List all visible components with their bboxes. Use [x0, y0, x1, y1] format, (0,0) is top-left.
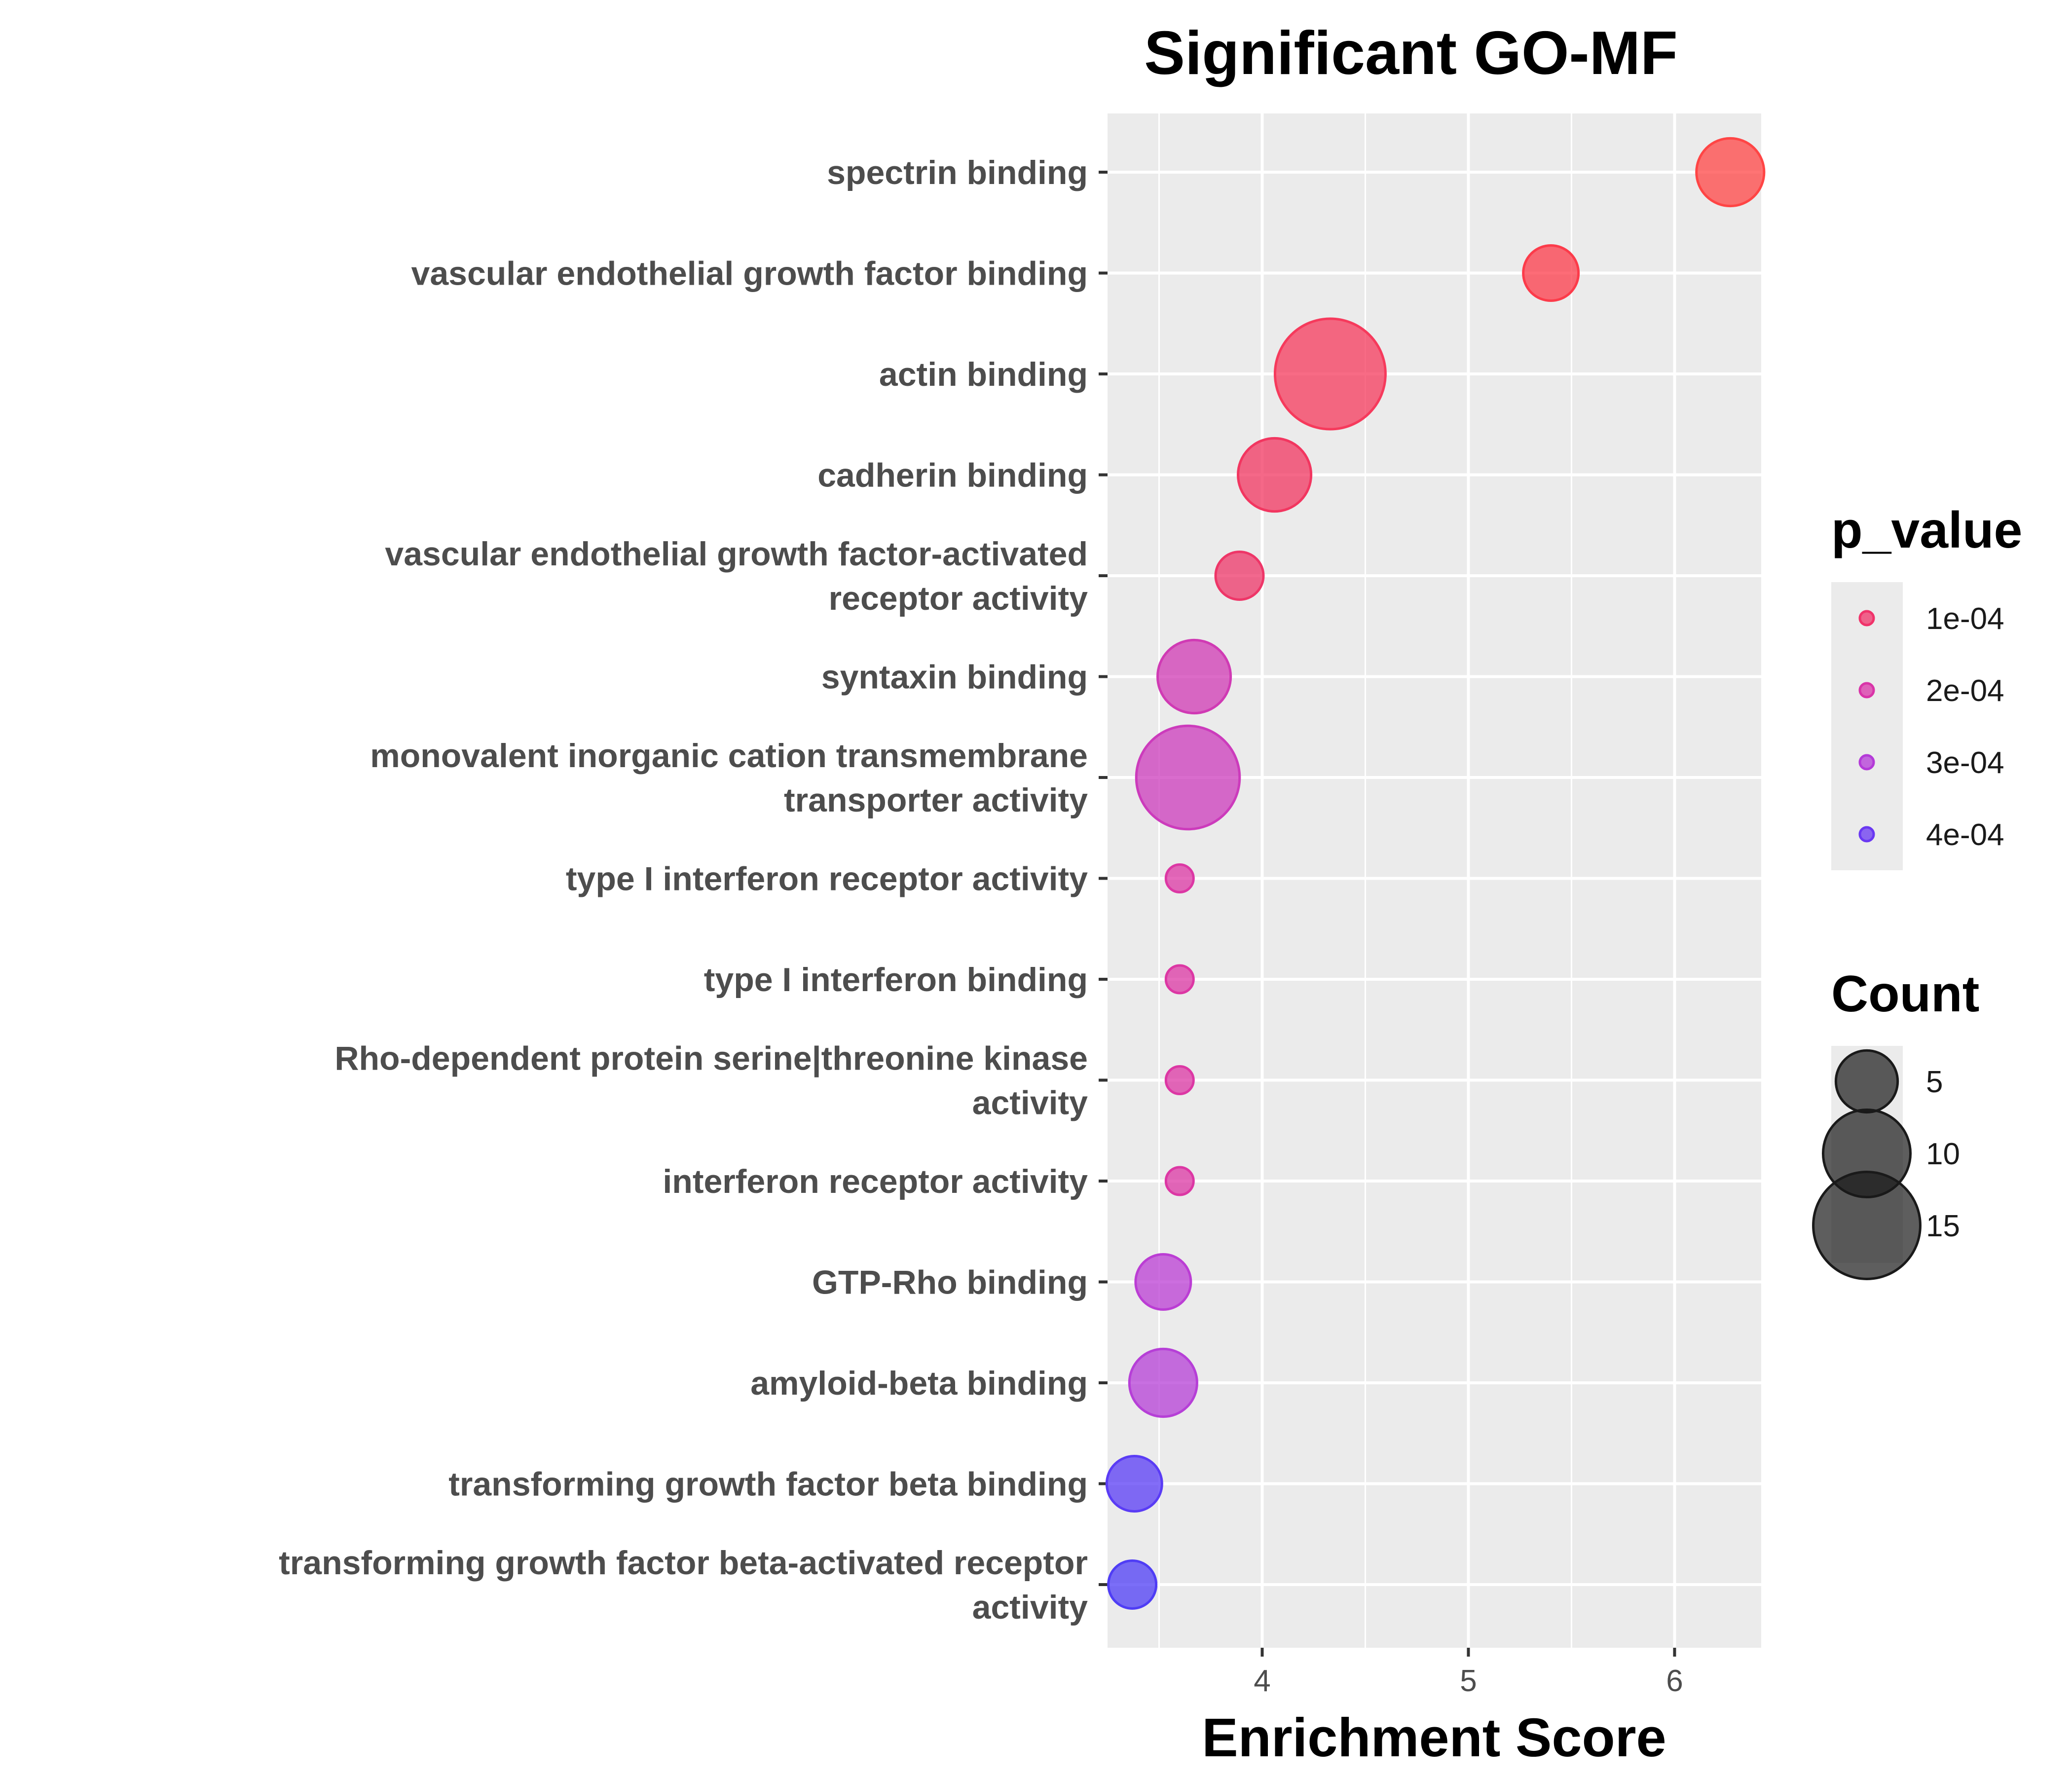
x-tick-label: 4 — [1254, 1664, 1270, 1698]
y-tick-label: type I interferon binding — [704, 961, 1088, 999]
x-tick-label: 5 — [1460, 1664, 1477, 1698]
legend-swatch — [1858, 610, 1875, 627]
legend-label: 15 — [1926, 1209, 1960, 1243]
data-point — [1105, 1455, 1163, 1513]
y-tick-label: transforming growth factor beta binding — [448, 1466, 1088, 1503]
y-tick-label: cadherin binding — [817, 457, 1088, 494]
data-point — [1164, 964, 1195, 995]
data-point — [1695, 137, 1766, 208]
data-point — [1134, 1253, 1192, 1311]
y-tick-label: activity — [972, 1589, 1088, 1626]
data-points — [1105, 137, 1766, 1610]
legend-swatch — [1858, 826, 1875, 843]
legend-label: 1e-04 — [1926, 602, 2004, 636]
legend-label: 3e-04 — [1926, 746, 2004, 780]
legend-title-p-value: p_value — [1831, 502, 2022, 559]
data-point — [1164, 1166, 1195, 1196]
legend-label: 2e-04 — [1926, 674, 2004, 708]
data-point — [1164, 863, 1195, 893]
legend-swatch — [1858, 754, 1875, 771]
x-axis-label: Enrichment Score — [1202, 1707, 1666, 1768]
axes: 4 5 6 spectrin binding vascular endothelial … — [279, 154, 1683, 1698]
chart-title: Significant GO-MF — [1144, 19, 1678, 87]
data-point — [1156, 638, 1232, 715]
data-point — [1135, 724, 1241, 831]
legend-label: 10 — [1926, 1137, 1960, 1171]
y-tick-label: type I interferon receptor activity — [566, 860, 1088, 898]
x-tick-label: 6 — [1666, 1664, 1683, 1698]
y-tick-label: interferon receptor activity — [663, 1163, 1088, 1200]
plot-panel — [1108, 113, 1761, 1648]
data-point — [1164, 1065, 1195, 1095]
legend-title-count: Count — [1831, 965, 1979, 1023]
y-tick-label: vascular endothelial growth factor bindi… — [411, 255, 1088, 293]
legend-label: 5 — [1926, 1065, 1943, 1099]
y-tick-label: activity — [972, 1084, 1088, 1122]
y-tick-label: amyloid-beta binding — [750, 1365, 1088, 1402]
legend-key-background — [1831, 582, 1903, 870]
y-tick-label: transforming growth factor beta-activate… — [279, 1544, 1088, 1582]
data-point — [1236, 437, 1313, 513]
data-point — [1214, 551, 1265, 601]
data-point — [1128, 1347, 1198, 1418]
y-tick-label: Rho-dependent protein serine|threonine k… — [334, 1040, 1088, 1078]
legend-label: 4e-04 — [1926, 818, 2004, 852]
data-point — [1273, 317, 1387, 431]
data-point — [1522, 244, 1580, 302]
y-tick-label: transporter activity — [784, 781, 1088, 819]
y-tick-label: vascular endothelial growth factor-activ… — [385, 535, 1088, 573]
y-tick-label: actin binding — [879, 356, 1088, 393]
legend-size-swatch — [1834, 1049, 1899, 1114]
y-tick-label: monovalent inorganic cation transmembran… — [370, 737, 1088, 775]
y-tick-label: syntaxin binding — [821, 659, 1088, 696]
data-point — [1107, 1559, 1158, 1610]
legends: p_value 1e-04 2e-04 3e-04 4e-04 Count 5 10 15 — [1812, 502, 2022, 1280]
legend-swatch — [1858, 682, 1875, 699]
legend-size-swatch — [1812, 1171, 1922, 1280]
y-tick-label: GTP-Rho binding — [812, 1264, 1088, 1301]
y-tick-label: spectrin binding — [827, 154, 1088, 191]
y-tick-label: receptor activity — [829, 580, 1088, 617]
